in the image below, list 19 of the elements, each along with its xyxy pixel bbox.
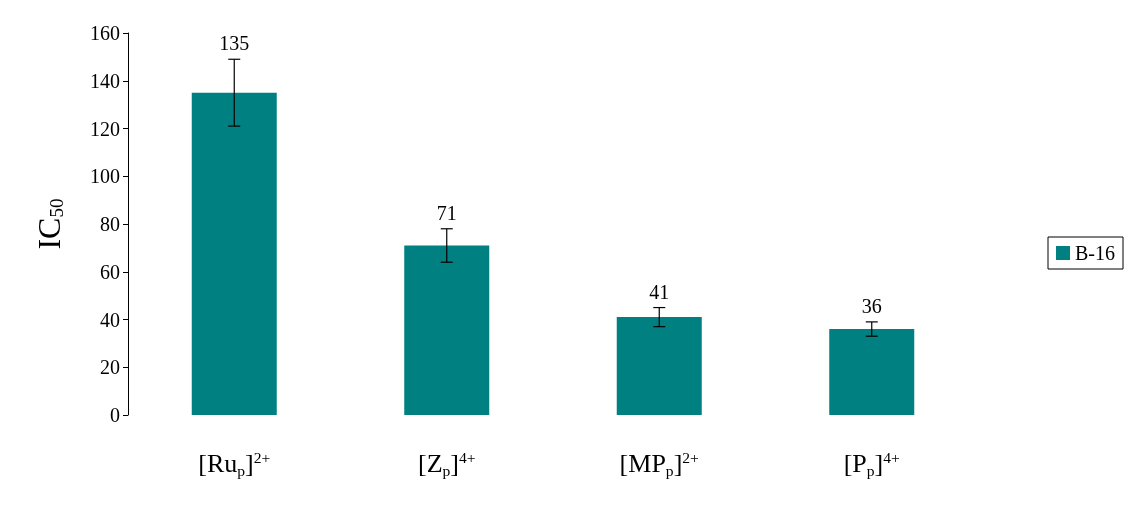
y-tick-label: 60 xyxy=(100,260,120,283)
y-tick-label: 160 xyxy=(90,22,120,44)
y-tick-label: 140 xyxy=(90,69,120,92)
data-label: 135 xyxy=(219,32,250,55)
data-label: 41 xyxy=(649,280,670,303)
y-axis-title: IC50 xyxy=(30,198,67,250)
y-tick-label: 0 xyxy=(110,404,120,426)
y-tick-label: 40 xyxy=(100,308,120,331)
bar xyxy=(191,92,277,415)
bar xyxy=(404,245,490,415)
bar xyxy=(616,317,702,415)
data-label: 36 xyxy=(861,294,882,317)
y-tick-label: 80 xyxy=(100,213,120,235)
y-tick-label: 20 xyxy=(100,356,120,379)
y-tick-label: 100 xyxy=(90,165,120,188)
bar xyxy=(829,329,915,415)
legend-label: B-16 xyxy=(1075,242,1115,264)
data-label: 71 xyxy=(436,201,457,224)
y-tick-label: 120 xyxy=(90,117,120,140)
